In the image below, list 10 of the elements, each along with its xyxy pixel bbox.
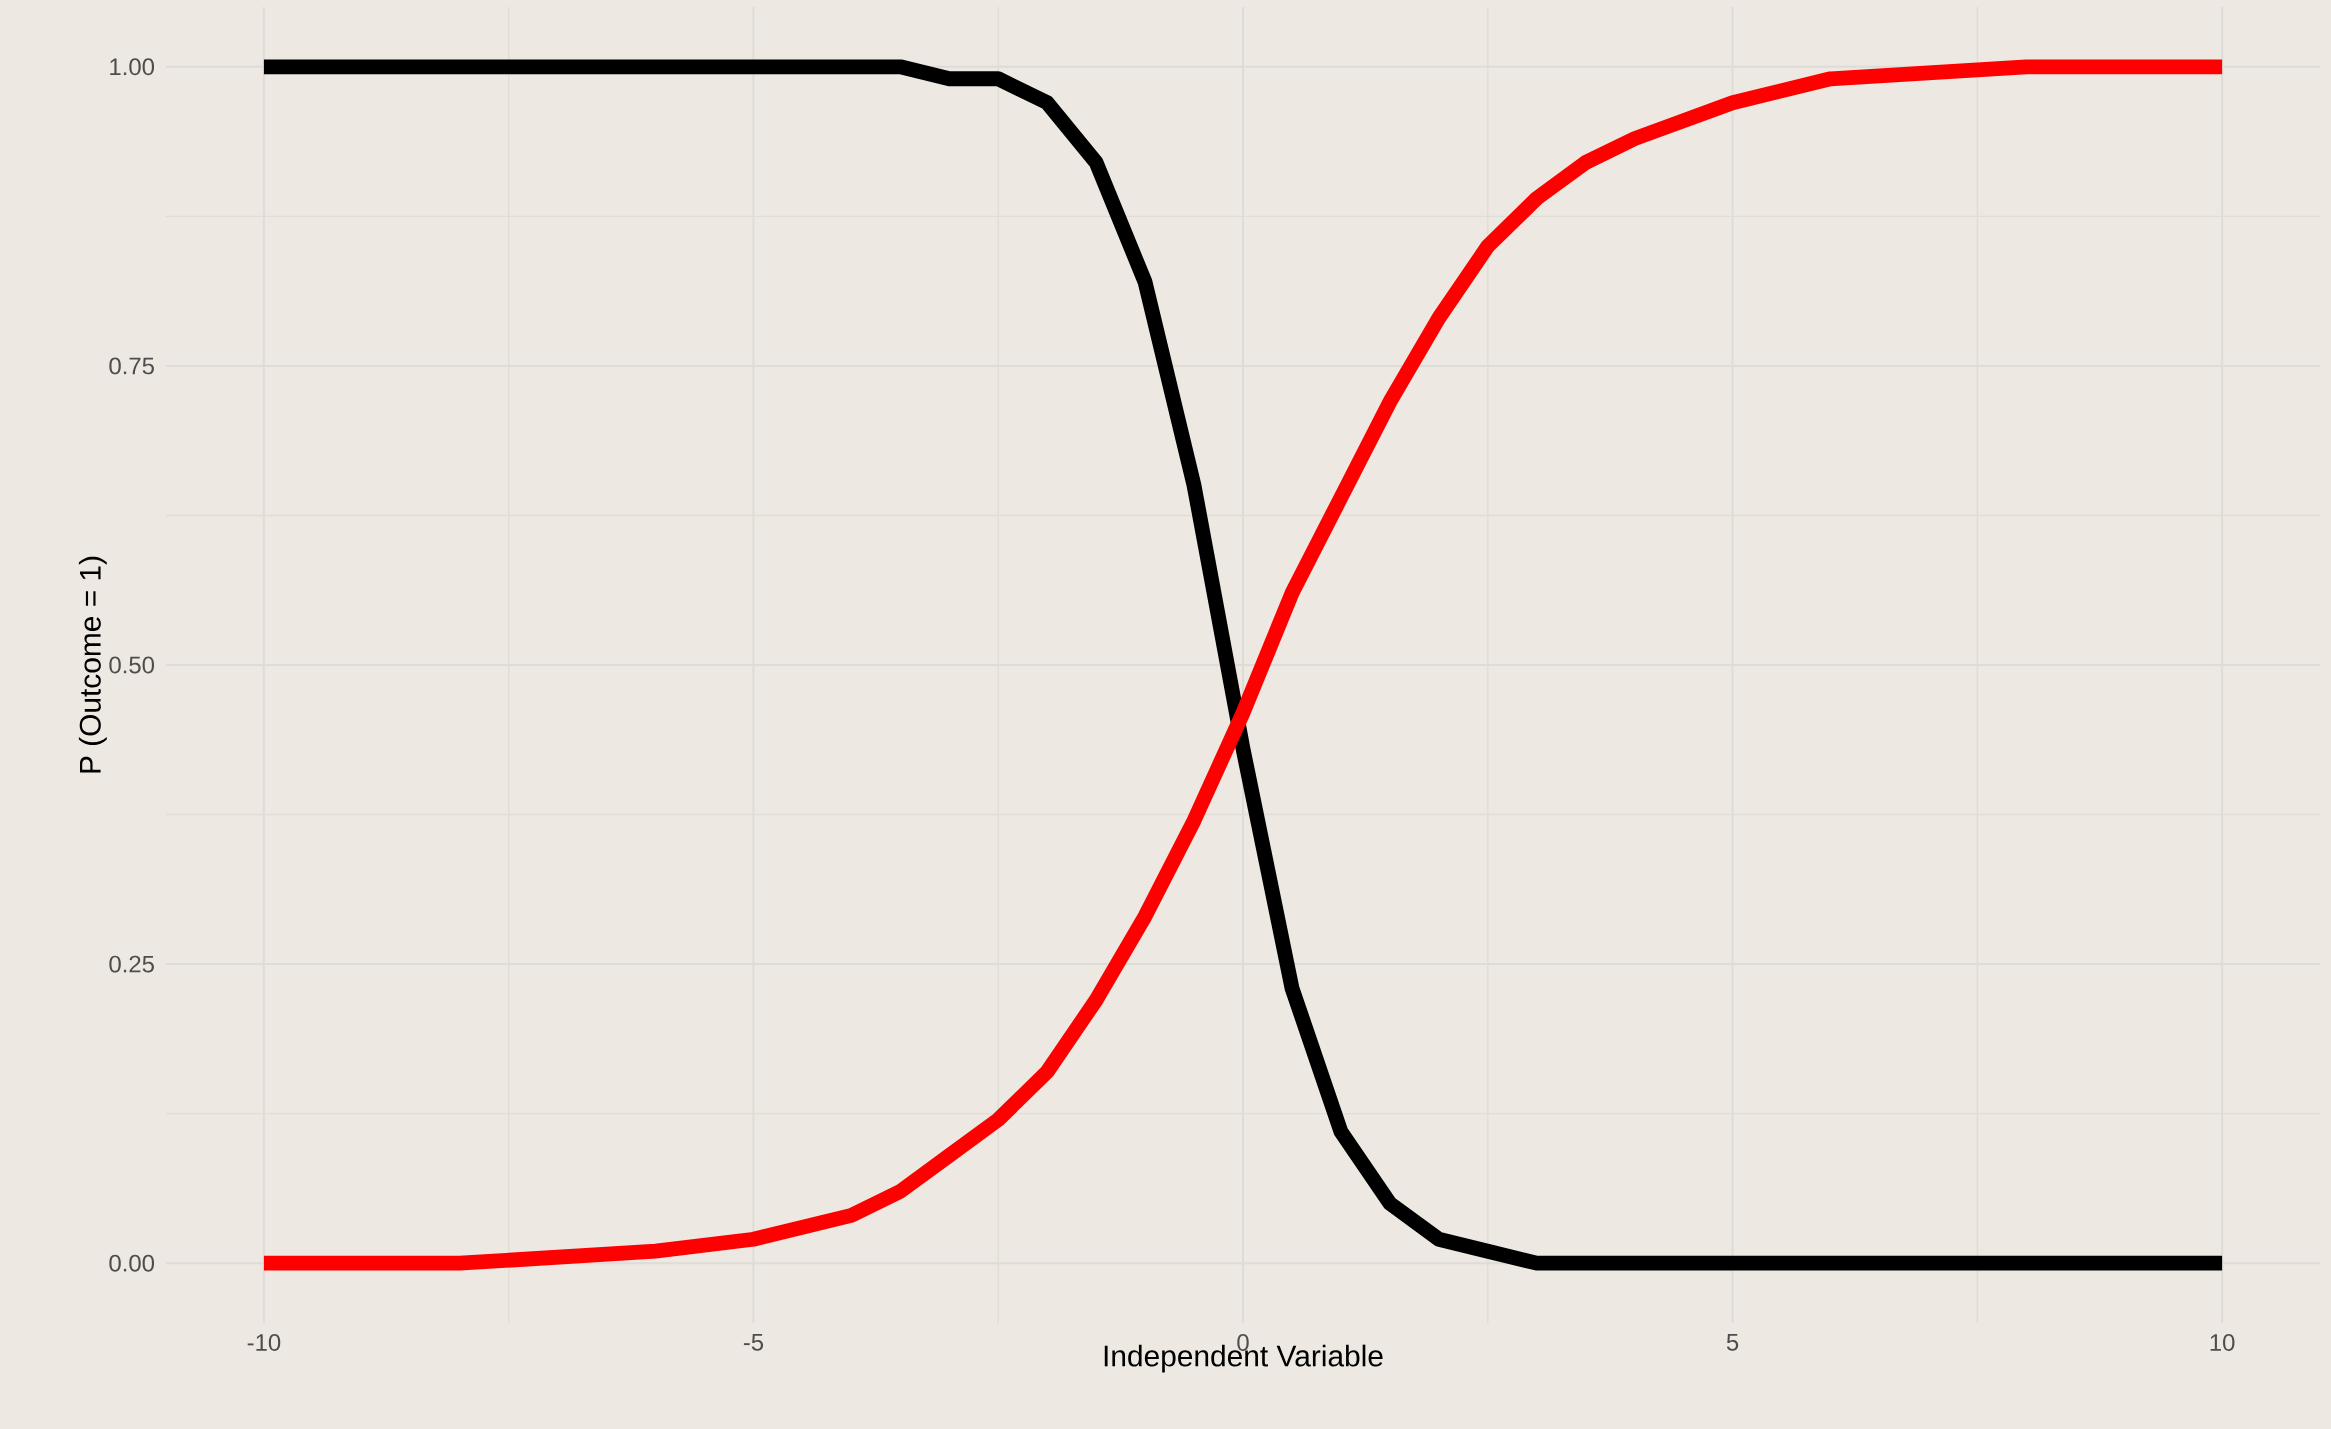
y-tick-label: 0.75: [109, 357, 154, 375]
y-tick-label: 0.25: [109, 955, 154, 973]
y-axis-title: P (Outcome = 1): [78, 556, 107, 773]
y-tick-label: 0.00: [109, 1254, 155, 1272]
x-tick-label: -5: [743, 1334, 764, 1351]
y-tick-label: 1.00: [110, 58, 155, 76]
x-tick-label: 10: [2210, 1334, 2235, 1351]
x-tick-label: -10: [247, 1334, 281, 1351]
y-tick-label: 0.50: [109, 656, 155, 674]
x-tick-label: 5: [1726, 1334, 1739, 1351]
